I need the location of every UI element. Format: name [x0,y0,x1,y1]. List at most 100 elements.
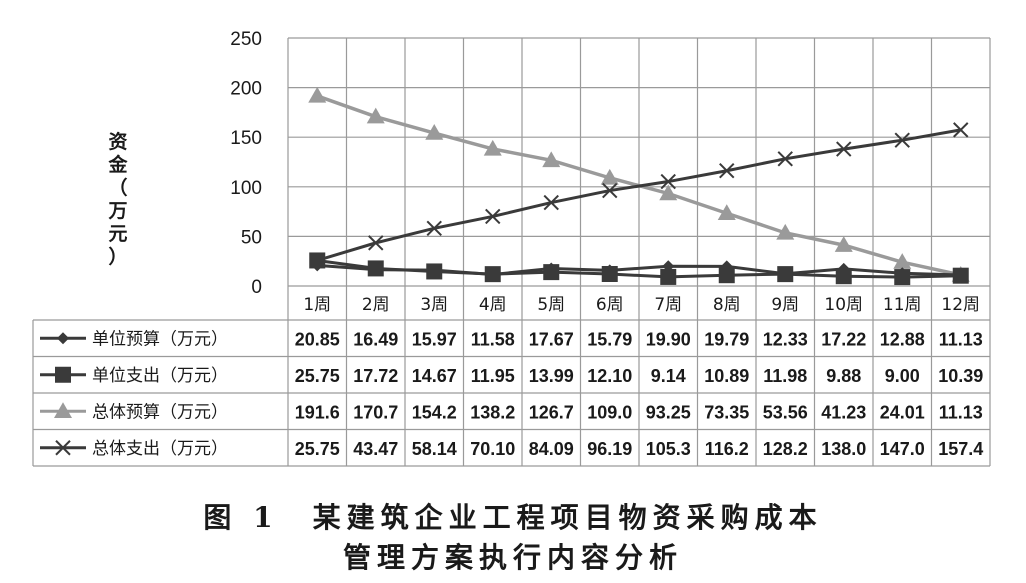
table-cell: 147.0 [880,439,925,459]
table-cell: 17.72 [353,366,398,386]
table-cell: 128.2 [763,439,808,459]
data-point [601,265,618,282]
table-cell: 138.0 [821,439,866,459]
table-cell: 25.75 [295,366,340,386]
data-point [717,204,736,220]
table-cell: 105.3 [646,439,691,459]
data-point [659,184,678,201]
data-point [894,269,911,286]
table-cell: 116.2 [705,439,749,459]
table-cell: 170.7 [353,402,398,422]
table-cell: 25.75 [295,439,340,459]
data-point [952,267,969,284]
table-cell: 19.90 [646,329,691,349]
figure-caption-line1: 图 1 某建筑企业工程项目物资采购成本 [203,501,823,534]
data-point-stroke [485,208,501,225]
table-cell: 12.10 [587,366,632,386]
table-cell: 53.56 [763,402,808,422]
data-point [893,253,912,269]
table-cell: 43.47 [353,439,398,459]
data-point-stroke [719,163,735,179]
table-cell: 15.97 [412,329,457,349]
figure-caption-line2: 管理方案执行内容分析 [342,541,683,574]
y-tick-label: 100 [230,178,262,199]
series-square [309,252,969,286]
data-point [485,208,501,225]
data-point [602,182,618,199]
data-point [777,266,794,283]
table-cell: 16.49 [353,329,398,349]
data-point [660,268,677,285]
table-cell: 10.39 [938,366,983,386]
table-cell: 93.25 [646,402,691,422]
table-cell: 20.85 [295,329,340,349]
table-cell: 58.14 [412,439,457,459]
data-point-stroke [602,182,618,199]
table-cell: 154.2 [412,402,457,422]
table-cell: 138.2 [470,402,515,422]
table-cell: 19.79 [704,329,749,349]
data-point [718,267,735,284]
series-name: 总体支出（万元） [92,439,228,459]
table-cell: 126.7 [529,402,574,422]
category-label: 4周 [479,295,507,315]
category-label: 9周 [771,295,799,315]
y-tick-label: 50 [241,227,262,248]
table-cell: 12.88 [880,329,925,349]
y-tick-label: 200 [230,79,262,100]
data-point [308,86,327,103]
data-point [426,220,442,237]
data-point [776,223,795,240]
table-cell: 10.89 [704,366,749,386]
data-point [366,107,385,124]
table-cell: 14.67 [412,366,457,386]
data-point [57,332,69,345]
data-point-stroke [660,173,676,190]
series-line [316,128,962,262]
data-point [483,139,502,156]
table-row: 总体支出（万元） 25.75 43.47 58.14 70.10 84.09 96.19 10… [40,439,983,459]
data-point [543,194,559,211]
category-label: 8周 [713,295,741,315]
table-cell: 24.01 [880,402,925,422]
data-point [836,141,852,157]
plot-area [308,86,970,286]
data-point [367,260,384,277]
data-point-stroke [368,235,384,251]
data-point [54,402,72,418]
series-line [317,258,961,279]
y-axis: 0 50 100 150 200 250 [230,29,262,298]
category-label: 12周 [941,295,980,315]
category-label: 3周 [420,295,448,315]
table-cell: 12.33 [763,329,808,349]
table-cell: 157.4 [938,439,983,459]
category-label: 5周 [537,295,565,315]
data-point [368,235,384,251]
y-tick-label: 250 [230,29,262,50]
data-point-stroke [426,220,442,237]
table-cell: 70.10 [470,439,515,459]
data-point-stroke [894,132,910,148]
table-cell: 9.88 [826,366,861,386]
table-cell: 15.79 [587,329,632,349]
y-tick-label: 0 [251,277,262,298]
table-cell: 84.09 [529,439,574,459]
data-point [426,263,443,280]
data-point-stroke [777,151,793,167]
data-point [542,151,561,168]
table-row: 总体预算（万元） 191.6 170.7 154.2 138.2 126.7 109.0 93… [40,402,983,422]
table-row: 单位预算（万元） 20.85 16.49 15.97 11.58 17.67 15.79 19… [40,329,983,349]
table-cell: 17.67 [529,329,574,349]
chart-grid [287,37,991,466]
table-row: 单位支出（万元） 25.75 17.72 14.67 11.95 13.99 12.10 9.… [40,366,983,386]
line-chart: 0 50 100 150 200 250 资金（万元） 1周 2周 3周 4周 5周 6周 7周 8周 9… [32,29,991,467]
data-point-stroke [55,440,71,456]
table-cell: 11.98 [763,366,807,386]
data-point [55,440,71,456]
category-label: 6周 [596,295,624,315]
table-cell: 11.95 [471,366,515,386]
table-cell: 73.35 [704,402,749,422]
category-label: 2周 [362,295,390,315]
data-point-stroke [836,141,852,157]
